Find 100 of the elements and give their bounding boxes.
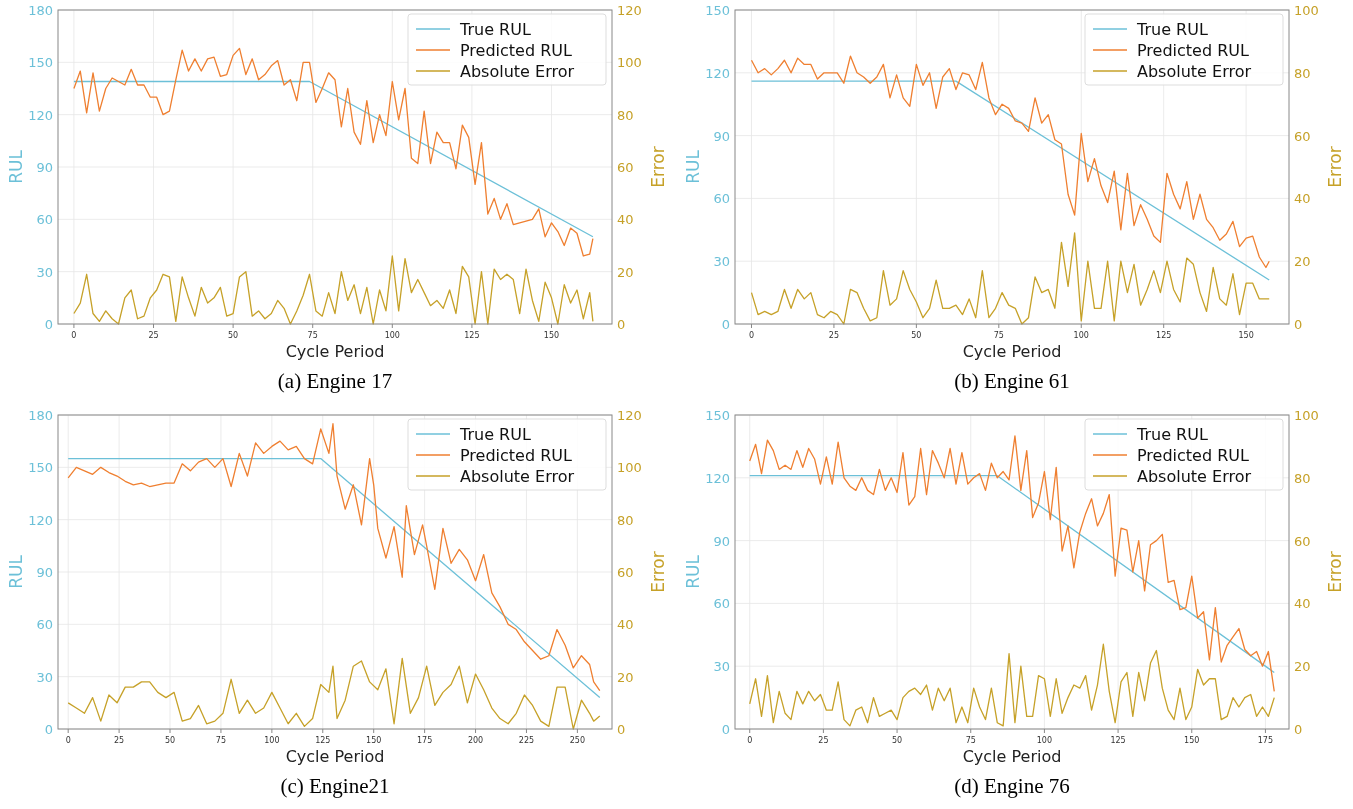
legend-label: True RUL — [1136, 20, 1208, 39]
y2-axis-title: Error — [648, 146, 668, 188]
y-tick-label: 30 — [36, 669, 53, 685]
x-tick-label: 100 — [384, 331, 400, 340]
x-tick-label: 150 — [1238, 331, 1254, 340]
x-tick-label: 150 — [366, 736, 382, 745]
x-tick-label: 25 — [114, 736, 125, 745]
x-tick-label: 125 — [1156, 331, 1172, 340]
y2-tick-label: 40 — [617, 617, 634, 633]
x-axis-title: Cycle Period — [962, 342, 1062, 361]
legend-label: Absolute Error — [1137, 62, 1252, 81]
x-tick-label: 250 — [569, 736, 586, 745]
y2-tick-label: 20 — [1294, 659, 1311, 675]
x-tick-label: 125 — [464, 331, 480, 340]
y2-tick-label: 60 — [1294, 533, 1311, 549]
x-tick-label: 125 — [315, 736, 331, 745]
x-tick-label: 75 — [307, 331, 318, 340]
y-tick-label: 150 — [705, 3, 730, 18]
y-tick-label: 120 — [28, 512, 53, 528]
x-axis-title: Cycle Period — [285, 747, 385, 766]
legend-label: Predicted RUL — [1137, 41, 1250, 60]
y2-tick-label: 40 — [617, 212, 634, 228]
y2-tick-label: 100 — [1294, 408, 1319, 423]
x-tick-label: 0 — [65, 736, 71, 745]
x-tick-label: 150 — [1184, 736, 1200, 745]
text: (c) Engine21 — [280, 774, 390, 798]
x-tick-label: 75 — [993, 331, 1004, 340]
x-tick-label: 175 — [416, 736, 433, 745]
y-axis-title: RUL — [683, 149, 703, 184]
y2-axis-title: Error — [1325, 146, 1345, 188]
x-tick-label: 25 — [148, 331, 159, 340]
x-tick-label: 0 — [748, 331, 755, 340]
y2-tick-label: 20 — [617, 669, 634, 685]
line-series — [67, 657, 601, 730]
y-tick-label: 30 — [713, 254, 730, 270]
text: (d) Engine 76 — [954, 774, 1070, 798]
y2-tick-label: 60 — [1294, 128, 1311, 144]
y2-tick-label: 40 — [1294, 596, 1311, 612]
y-tick-label: 60 — [713, 191, 730, 207]
y-tick-label: 120 — [705, 65, 730, 81]
y2-tick-label: 80 — [1294, 470, 1311, 486]
y2-tick-label: 40 — [1294, 191, 1311, 207]
y-tick-label: 180 — [28, 408, 53, 423]
legend-label: True RUL — [459, 20, 531, 39]
y-tick-label: 60 — [36, 212, 53, 228]
x-tick-label: 100 — [264, 736, 280, 745]
x-tick-label: 75 — [215, 736, 227, 745]
x-tick-label: 50 — [164, 736, 176, 745]
x-tick-label: 75 — [965, 736, 976, 745]
x-tick-label: 200 — [467, 736, 484, 745]
y-tick-label: 180 — [28, 3, 53, 18]
legend-label: Absolute Error — [460, 62, 575, 81]
y2-tick-label: 120 — [617, 408, 642, 423]
x-tick-label: 225 — [518, 736, 535, 745]
y2-axis-title: Error — [1325, 551, 1345, 593]
y2-tick-label: 80 — [617, 512, 634, 528]
x-tick-label: 50 — [911, 331, 922, 340]
y-tick-label: 90 — [713, 128, 730, 144]
legend-label: Predicted RUL — [460, 446, 573, 465]
y-axis-title: RUL — [683, 554, 703, 589]
x-tick-label: 100 — [1073, 331, 1089, 340]
line-series — [750, 55, 1270, 269]
x-axis-title: Cycle Period — [285, 342, 385, 361]
y2-tick-label: 60 — [617, 160, 634, 175]
y2-tick-label: 20 — [1294, 254, 1311, 270]
y-tick-label: 90 — [36, 565, 53, 580]
x-axis-title: Cycle Period — [962, 747, 1062, 766]
y-tick-label: 150 — [705, 408, 730, 423]
y-axis-title: RUL — [6, 149, 26, 184]
y-tick-label: 120 — [705, 470, 730, 486]
x-tick-label: 150 — [543, 331, 560, 340]
line-series — [73, 255, 594, 325]
y2-axis-title: Error — [648, 551, 668, 593]
y-tick-label: 60 — [713, 596, 730, 612]
y-axis-title: RUL — [6, 554, 26, 589]
legend-label: Absolute Error — [460, 467, 575, 486]
y-tick-label: 150 — [28, 460, 53, 476]
x-tick-label: 25 — [818, 736, 829, 745]
y-tick-label: 30 — [713, 659, 730, 675]
x-tick-label: 0 — [747, 736, 753, 745]
x-tick-label: 50 — [891, 736, 903, 745]
text: (a) Engine 17 — [277, 369, 393, 393]
x-tick-label: 0 — [71, 331, 77, 340]
x-tick-label: 25 — [828, 331, 840, 340]
y2-tick-label: 100 — [617, 55, 642, 71]
legend-label: Absolute Error — [1137, 467, 1252, 486]
y-tick-label: 150 — [28, 55, 53, 71]
legend-label: Predicted RUL — [1137, 446, 1250, 465]
legend-label: True RUL — [459, 425, 531, 444]
legend-label: True RUL — [1136, 425, 1208, 444]
x-tick-label: 50 — [228, 331, 239, 340]
y2-tick-label: 100 — [617, 460, 642, 476]
y2-tick-label: 80 — [1294, 65, 1311, 81]
y2-tick-label: 100 — [1294, 3, 1319, 18]
y-tick-label: 30 — [36, 264, 53, 280]
y-tick-label: 120 — [28, 107, 53, 123]
x-tick-label: 100 — [1036, 736, 1053, 745]
line-series — [750, 232, 1270, 325]
x-tick-label: 125 — [1110, 736, 1126, 745]
legend-label: Predicted RUL — [460, 41, 573, 60]
